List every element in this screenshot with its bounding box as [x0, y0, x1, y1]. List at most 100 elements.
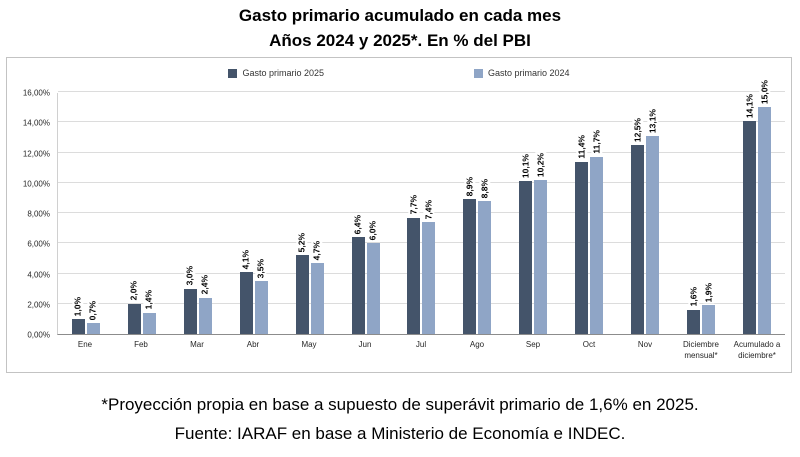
footnote-line1: *Proyección propia en base a supuesto de… [101, 395, 699, 415]
bar-group: 7,7% 7,4% [394, 93, 450, 334]
bar-group: 4,1% 3,5% [226, 93, 282, 334]
bar-value-label: 2,0% [129, 280, 140, 302]
bar-value-label: 2,4% [199, 274, 211, 296]
bar-value-label: 7,4% [423, 198, 435, 221]
bar: 14,1% [743, 92, 757, 334]
bar-value-label: 1,6% [688, 286, 699, 308]
chart-title-line2: Años 2024 y 2025*. En % del PBI [269, 30, 531, 50]
bar-value-label: 7,7% [408, 194, 420, 216]
x-tick-label: Abr [246, 340, 260, 349]
y-tick-label: 16,00% [22, 88, 50, 98]
bar-value-label: 0,7% [88, 300, 99, 322]
bar: 1,9% [702, 281, 716, 334]
bar: 10,2% [534, 151, 548, 334]
bar-value-label: 4,1% [240, 248, 252, 270]
gridline [58, 272, 785, 274]
bar-value-label: 6,0% [367, 219, 379, 242]
bar-group: 1,0% 0,7% [58, 93, 114, 334]
legend-entry: Gasto primario 2025 [228, 68, 324, 78]
x-tick-label: Ene [77, 340, 93, 349]
legend-entry: Gasto primario 2024 [474, 68, 570, 78]
bar-value-label: 1,4% [144, 289, 155, 311]
x-tick-label: Oct [582, 340, 596, 349]
bar: 4,7% [310, 239, 324, 334]
bar-group: 12,5% 13,1% [617, 93, 673, 334]
plot: 1,0% 0,7% 2,0% 1,4% 3,0% 2,4% 4,1% 3,5% 5,2% 4,7%… [57, 79, 785, 335]
bar-value-label: 10,2% [535, 151, 547, 178]
bar-value-label: 1,0% [73, 295, 84, 317]
bar-value-label: 10,1% [520, 153, 532, 180]
bar: 1,0% [71, 295, 85, 334]
bar-group: 2,0% 1,4% [114, 93, 170, 334]
bar-group: 8,9% 8,8% [449, 93, 505, 334]
y-tick-label: 12,00% [22, 149, 50, 158]
bar-value-label: 11,7% [591, 129, 603, 156]
bar-group: 5,2% 4,7% [282, 93, 338, 334]
bar-group: 11,4% 11,7% [561, 93, 617, 334]
x-tick-label: Diciembre mensual* [682, 340, 719, 360]
bar-value-label: 14,1% [744, 92, 755, 119]
bar: 5,2% [295, 231, 309, 334]
x-axis: Ene Feb Mar Abr May Jun Jul Ago Sep Oct Nov Diciemb… [57, 335, 785, 362]
bar: 7,7% [407, 194, 421, 334]
x-tick-label: Sep [525, 340, 541, 349]
y-tick-label: 8,00% [27, 209, 50, 219]
bar-group: 3,0% 2,4% [170, 93, 226, 334]
gridline [58, 151, 785, 153]
chart-title: Gasto primario acumulado en cada mes Año… [0, 4, 800, 53]
bar: 13,1% [646, 107, 660, 334]
bar-group: 10,1% 10,2% [505, 93, 561, 334]
x-tick-label: Jun [358, 340, 372, 349]
bar: 6,0% [366, 219, 380, 334]
legend-label: Gasto primario 2024 [488, 68, 570, 78]
plot-region: 0,00% 2,00% 4,00% 6,00% 8,00% 10,00% 12,00% 14,… [7, 79, 791, 340]
bar: 1,6% [687, 286, 701, 334]
gridline [58, 302, 785, 304]
x-tick-label: Jul [415, 340, 427, 349]
bar-group: 14,1% 15,0% [729, 79, 785, 334]
y-tick-label: 4,00% [27, 270, 50, 279]
bar: 12,5% [631, 116, 645, 334]
gridline [58, 242, 785, 244]
bar: 8,9% [463, 176, 477, 334]
x-tick-label: May [301, 340, 317, 349]
bar-value-label: 5,2% [296, 231, 308, 254]
legend-swatch [474, 68, 483, 78]
bar-value-label: 12,5% [632, 116, 643, 143]
y-tick-label: 6,00% [27, 239, 50, 249]
bar-group: 1,6% 1,9% [673, 93, 729, 334]
bar: 15,0% [758, 79, 772, 334]
y-tick-label: 2,00% [27, 300, 50, 310]
y-tick-label: 14,00% [22, 118, 50, 128]
bar: 3,0% [183, 265, 197, 334]
y-tick-label: 10,00% [22, 179, 50, 189]
x-tick-label: Mar [190, 340, 204, 349]
y-axis: 0,00% 2,00% 4,00% 6,00% 8,00% 10,00% 12,00% 14,… [7, 89, 57, 340]
bar: 0,7% [86, 300, 100, 334]
bar: 2,0% [127, 280, 141, 334]
bar-value-label: 8,9% [464, 176, 476, 198]
legend-swatch [228, 68, 238, 78]
bar: 4,1% [239, 248, 253, 334]
bar-value-label: 3,0% [184, 265, 196, 287]
bar-value-label: 15,0% [759, 79, 770, 106]
gridline [58, 212, 785, 213]
footnote: *Proyección propia en base a supuesto de… [0, 391, 800, 449]
y-tick-label: 0,00% [27, 330, 50, 340]
bar-value-label: 6,4% [352, 213, 364, 236]
x-tick-label: Feb [134, 340, 148, 349]
bar-value-label: 3,5% [255, 257, 267, 280]
bar-value-label: 13,1% [647, 107, 658, 134]
bar: 11,4% [575, 133, 589, 334]
bar-value-label: 8,8% [479, 177, 491, 199]
bar-value-label: 11,4% [576, 133, 588, 160]
bar: 2,4% [198, 274, 212, 334]
footnote-line2: Fuente: IARAF en base a Ministerio de Ec… [174, 424, 626, 444]
bar: 3,5% [254, 257, 268, 334]
bar: 1,4% [142, 289, 156, 334]
x-tick-label: Ago [469, 340, 485, 349]
bar: 7,4% [422, 198, 436, 334]
chart-area: Gasto primario 2025 Gasto primario 2024 0… [6, 57, 792, 373]
legend: Gasto primario 2025 Gasto primario 2024 [7, 58, 791, 93]
gridline [58, 181, 785, 183]
